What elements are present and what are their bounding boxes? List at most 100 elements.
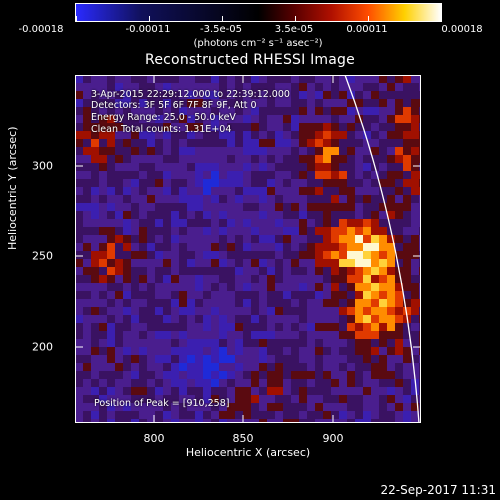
image-pixel bbox=[283, 243, 291, 251]
image-pixel bbox=[243, 219, 251, 227]
image-pixel bbox=[379, 419, 387, 423]
image-pixel bbox=[107, 411, 115, 419]
image-pixel bbox=[251, 307, 259, 315]
image-pixel bbox=[171, 259, 179, 267]
image-pixel bbox=[171, 139, 179, 147]
image-pixel bbox=[291, 331, 299, 339]
image-pixel bbox=[283, 163, 291, 171]
image-pixel bbox=[155, 107, 163, 115]
image-pixel bbox=[283, 283, 291, 291]
image-pixel bbox=[203, 187, 211, 195]
image-pixel bbox=[339, 99, 347, 107]
image-pixel bbox=[267, 267, 275, 275]
image-pixel bbox=[203, 259, 211, 267]
image-pixel bbox=[323, 195, 331, 203]
image-pixel bbox=[163, 131, 171, 139]
image-pixel bbox=[259, 339, 267, 347]
image-pixel bbox=[291, 155, 299, 163]
image-pixel bbox=[187, 411, 195, 419]
image-pixel bbox=[139, 147, 147, 155]
image-pixel bbox=[227, 315, 235, 323]
image-pixel bbox=[363, 163, 371, 171]
image-pixel bbox=[275, 123, 283, 131]
image-pixel bbox=[323, 403, 331, 411]
image-pixel bbox=[411, 179, 419, 187]
image-pixel bbox=[315, 395, 323, 403]
image-pixel bbox=[251, 259, 259, 267]
image-pixel bbox=[123, 195, 131, 203]
image-pixel bbox=[339, 371, 347, 379]
image-pixel bbox=[363, 403, 371, 411]
image-pixel bbox=[243, 139, 251, 147]
image-pixel bbox=[331, 291, 339, 299]
image-pixel bbox=[339, 107, 347, 115]
image-pixel bbox=[91, 299, 99, 307]
image-pixel bbox=[211, 267, 219, 275]
image-pixel bbox=[291, 339, 299, 347]
image-pixel bbox=[123, 363, 131, 371]
image-pixel bbox=[83, 187, 91, 195]
image-pixel bbox=[171, 243, 179, 251]
image-pixel bbox=[187, 267, 195, 275]
image-pixel bbox=[123, 275, 131, 283]
image-pixel bbox=[155, 339, 163, 347]
image-pixel bbox=[171, 123, 179, 131]
image-pixel bbox=[251, 379, 259, 387]
image-pixel bbox=[315, 339, 323, 347]
image-pixel bbox=[251, 291, 259, 299]
image-pixel bbox=[243, 163, 251, 171]
image-pixel bbox=[299, 251, 307, 259]
image-pixel bbox=[123, 355, 131, 363]
image-pixel bbox=[163, 251, 171, 259]
image-pixel bbox=[251, 275, 259, 283]
image-pixel bbox=[163, 107, 171, 115]
image-pixel bbox=[355, 371, 363, 379]
image-pixel bbox=[115, 163, 123, 171]
image-pixel bbox=[371, 411, 379, 419]
image-pixel bbox=[339, 155, 347, 163]
image-pixel bbox=[395, 123, 403, 131]
image-pixel bbox=[379, 403, 387, 411]
colorbar-tick-label: -0.00018 bbox=[18, 24, 64, 35]
image-pixel bbox=[139, 387, 147, 395]
image-pixel bbox=[403, 187, 411, 195]
image-pixel bbox=[403, 387, 411, 395]
image-pixel bbox=[411, 363, 419, 371]
image-pixel bbox=[363, 147, 371, 155]
image-pixel bbox=[187, 107, 195, 115]
image-pixel bbox=[355, 275, 363, 283]
image-pixel bbox=[115, 99, 123, 107]
image-pixel bbox=[123, 315, 131, 323]
image-pixel bbox=[99, 299, 107, 307]
image-pixel bbox=[251, 163, 259, 171]
image-pixel bbox=[315, 211, 323, 219]
image-pixel bbox=[283, 275, 291, 283]
image-pixel bbox=[99, 155, 107, 163]
image-pixel bbox=[275, 283, 283, 291]
image-pixel bbox=[371, 363, 379, 371]
image-pixel bbox=[331, 283, 339, 291]
image-pixel bbox=[307, 267, 315, 275]
image-pixel bbox=[139, 99, 147, 107]
image-pixel bbox=[155, 187, 163, 195]
image-pixel bbox=[83, 139, 91, 147]
image-pixel bbox=[171, 403, 179, 411]
image-pixel bbox=[123, 395, 131, 403]
image-pixel bbox=[131, 155, 139, 163]
image-pixel bbox=[83, 259, 91, 267]
image-pixel bbox=[147, 411, 155, 419]
image-pixel bbox=[267, 99, 275, 107]
image-pixel bbox=[243, 363, 251, 371]
image-pixel bbox=[235, 139, 243, 147]
image-pixel bbox=[267, 371, 275, 379]
image-pixel bbox=[315, 187, 323, 195]
image-pixel bbox=[275, 291, 283, 299]
image-pixel bbox=[379, 155, 387, 163]
image-pixel bbox=[155, 91, 163, 99]
image-pixel bbox=[307, 339, 315, 347]
image-pixel bbox=[347, 75, 355, 83]
image-pixel bbox=[371, 155, 379, 163]
image-pixel bbox=[155, 275, 163, 283]
image-pixel bbox=[395, 283, 403, 291]
image-pixel bbox=[259, 259, 267, 267]
